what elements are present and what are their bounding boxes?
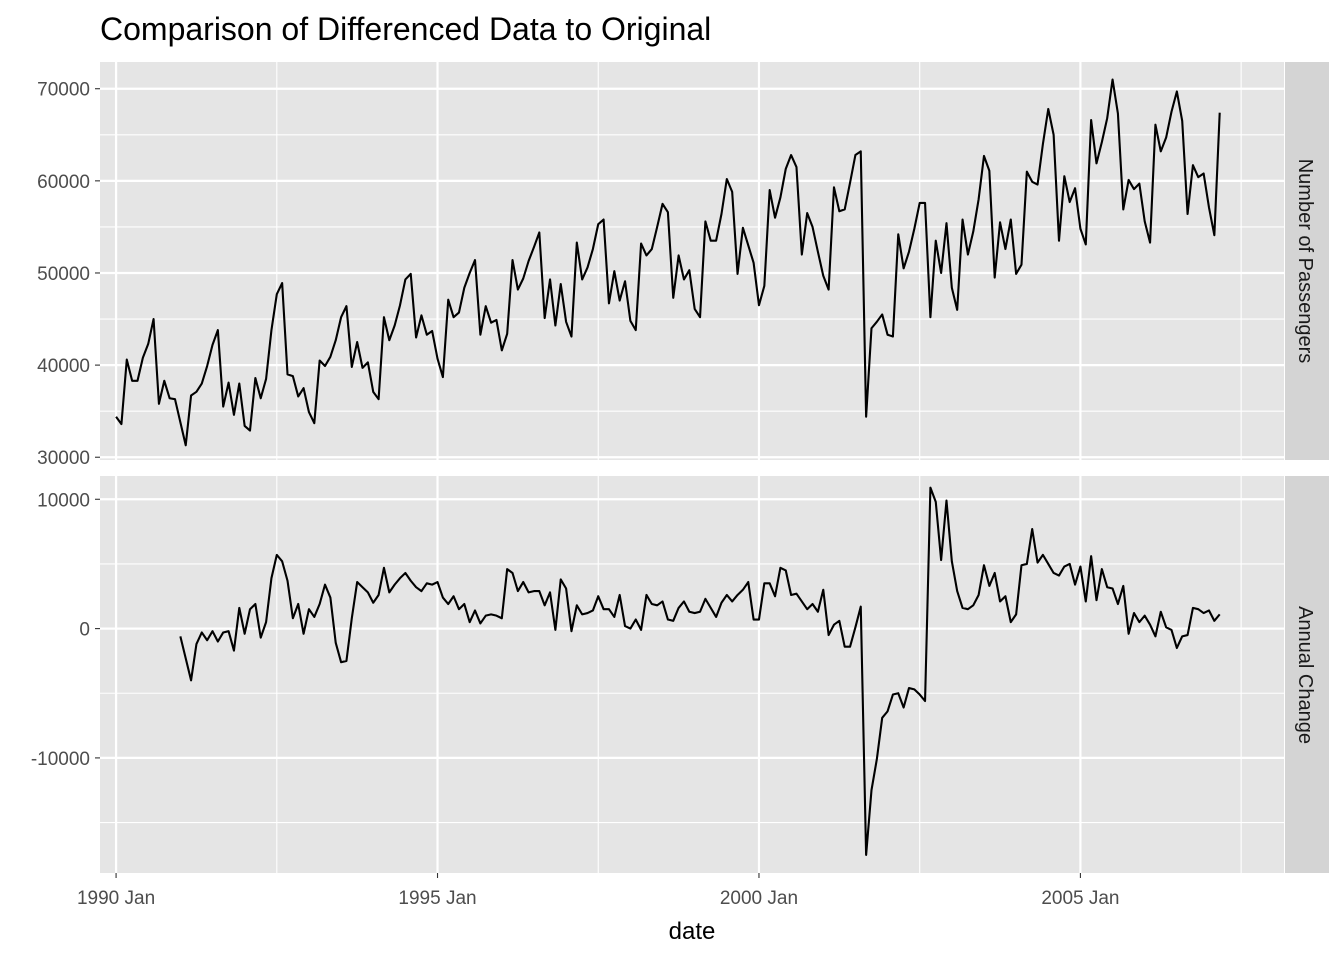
strip-label-passengers: Number of Passengers (1294, 159, 1316, 364)
panel-annual-change-y-ticks: -10000 0 10000 (31, 490, 100, 770)
y-tick-label: 70000 (37, 80, 90, 101)
y-tick-label: 40000 (37, 356, 90, 377)
y-tick-label: 30000 (37, 448, 90, 469)
x-tick-label: 2000 Jan (720, 888, 798, 909)
strip-passengers (1285, 62, 1329, 460)
passengers-series-line (115, 78, 1221, 447)
panel-passengers: 30000 40000 50000 60000 70000 Number of Pass… (37, 62, 1329, 469)
y-tick-label: 10000 (37, 490, 90, 511)
x-axis-title: date (669, 918, 716, 945)
y-tick-label: 60000 (37, 172, 90, 193)
chart-title: Comparison of Differenced Data to Origin… (100, 11, 711, 47)
x-axis: 1990 Jan 1995 Jan 2000 Jan 2005 Jan (77, 873, 1120, 909)
panel-annual-change-grid (100, 476, 1284, 873)
x-tick-label: 1990 Jan (77, 888, 155, 909)
strip-label-annual-change: Annual Change (1294, 606, 1316, 744)
y-tick-label: 0 (79, 620, 90, 641)
x-tick-label: 1995 Jan (398, 888, 476, 909)
panel-passengers-grid (100, 62, 1284, 460)
panel-annual-change: -10000 0 10000 Annual Change (31, 476, 1329, 873)
strip-annual-change (1285, 476, 1329, 873)
y-tick-label: 50000 (37, 264, 90, 285)
annual-change-series-line (179, 486, 1221, 856)
panel-annual-change-background (100, 476, 1284, 873)
y-tick-label: -10000 (31, 749, 90, 770)
panel-passengers-y-ticks: 30000 40000 50000 60000 70000 (37, 80, 100, 469)
x-tick-label: 2005 Jan (1041, 888, 1119, 909)
